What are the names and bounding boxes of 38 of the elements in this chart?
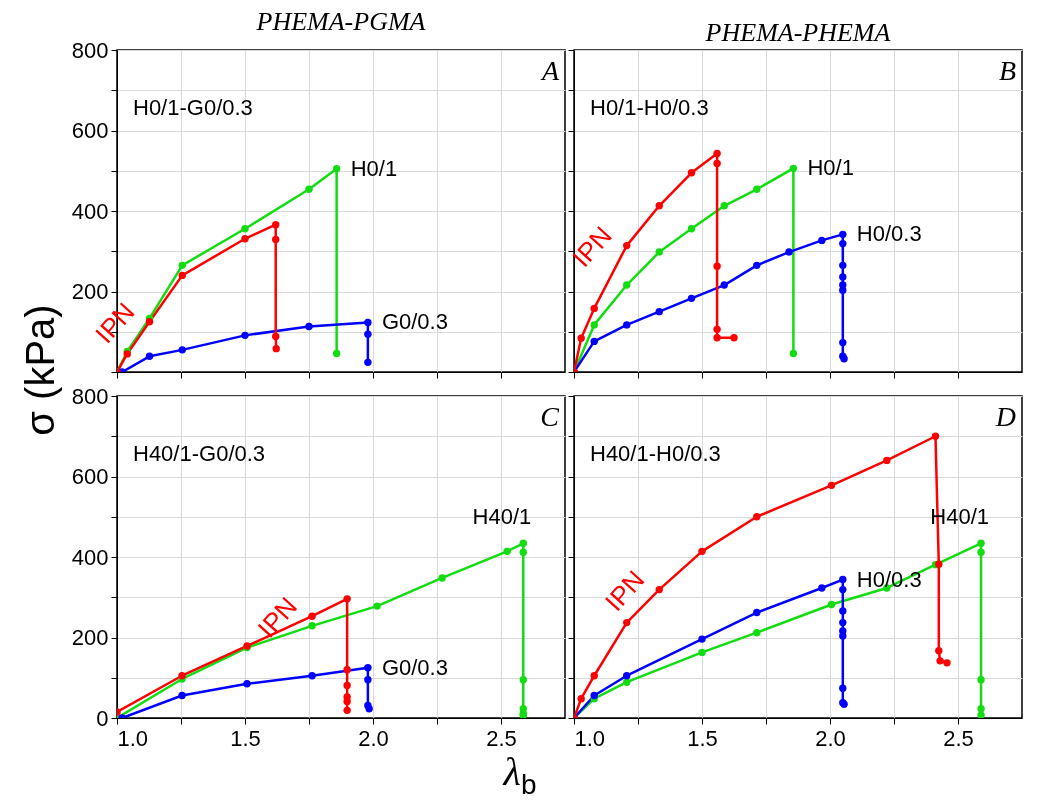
y-tick-label: 800 <box>71 383 109 409</box>
y-tick-label: 0 <box>96 705 109 731</box>
x-tick-label: 1.0 <box>574 725 606 751</box>
series-label: H0/1 <box>807 155 854 181</box>
x-tick-label: 2.0 <box>815 725 846 751</box>
x-tick-label: 1.5 <box>687 725 718 751</box>
annotation: H0/1-H0/0.3 <box>590 94 709 120</box>
x-axis-title: λ$_{b}$ <box>503 749 537 800</box>
y-tick-label: 600 <box>71 118 109 143</box>
y-axis-title: σ (kPa) <box>17 303 63 438</box>
x-tick-label: 2.5 <box>943 725 974 751</box>
x-tick-label: 1.0 <box>117 725 149 751</box>
annotation: H40/1-H0/0.3 <box>590 440 721 466</box>
y-tick-label: 200 <box>71 279 109 304</box>
x-tick-label: 1.5 <box>230 725 261 751</box>
y-tick-label: 800 <box>71 37 109 63</box>
series-label: G0/0.3 <box>381 654 448 680</box>
x-tick-label: 2.5 <box>486 725 517 751</box>
chart-title: PHEMA-PHEMA <box>704 17 891 47</box>
y-tick-label: 600 <box>71 464 109 489</box>
annotation: C <box>540 401 560 432</box>
y-tick-label: 400 <box>71 198 109 224</box>
annotation: H0/1-G0/0.3 <box>133 94 253 120</box>
chart-title: PHEMA-PGMA <box>255 7 426 36</box>
annotation: B <box>998 55 1016 86</box>
y-tick-label: 200 <box>71 625 109 650</box>
annotation: H40/1-G0/0.3 <box>133 440 266 466</box>
series-label: G0/0.3 <box>381 309 448 335</box>
series-label: H40/1 <box>472 504 532 530</box>
x-tick-label: 2.0 <box>358 725 389 751</box>
series-label: H0/0.3 <box>856 221 922 247</box>
y-tick-label: 400 <box>71 544 109 570</box>
series-label: H0/1 <box>350 155 398 181</box>
annotation: D <box>994 401 1016 432</box>
text: IPN <box>598 564 651 617</box>
text: IPN <box>566 220 618 273</box>
annotation: A <box>539 55 560 86</box>
text: IPN <box>251 591 304 644</box>
